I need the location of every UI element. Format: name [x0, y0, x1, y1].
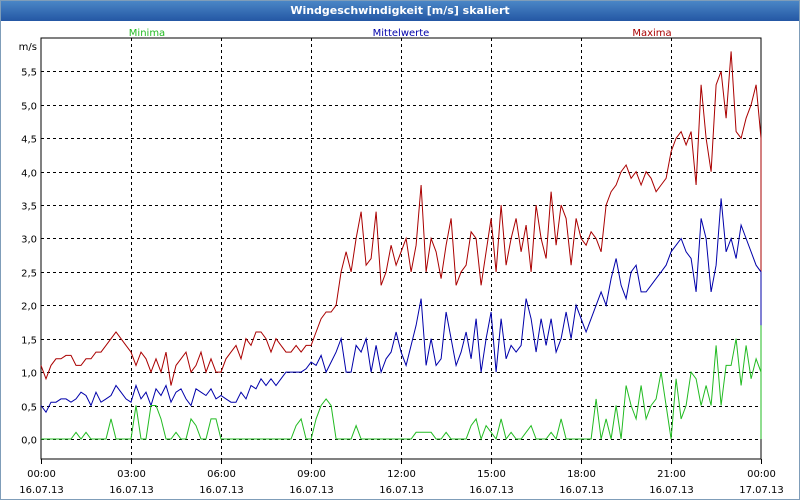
x-tick-label-date: 16.07.13 — [19, 485, 64, 496]
x-tick-label-time: 06:00 — [207, 469, 236, 480]
y-tick-label: 1,5 — [21, 336, 37, 347]
y-tick-label: 5,0 — [21, 102, 37, 113]
series-lines — [40, 51, 762, 441]
x-tick-label-date: 16.07.13 — [199, 485, 244, 496]
window-title: Windgeschwindigkeit [m/s] skaliert — [1, 1, 799, 21]
x-tick-label-date: 16.07.13 — [109, 485, 154, 496]
y-tick-label: 0,0 — [21, 436, 37, 447]
x-tick-label-time: 03:00 — [117, 469, 146, 480]
x-tick-label-time: 15:00 — [477, 469, 506, 480]
y-tick-label: 2,0 — [21, 302, 37, 313]
x-tick-label-date: 16.07.13 — [469, 485, 514, 496]
axes: 0,0 0,5 1,0 1,5 2,0 2,5 3,0 3,5 4,0 4,5 5,0 5,5 m/s 0… — [19, 37, 784, 496]
x-tick-label-time: 00:00 — [747, 469, 776, 480]
y-tick-label: 3,0 — [21, 235, 37, 246]
y-tick-label: 2,5 — [21, 269, 37, 280]
x-tick-label-date: 16.07.13 — [289, 485, 334, 496]
series-line-maxima — [40, 51, 762, 386]
legend-item-minima: Minima — [129, 28, 165, 39]
y-tick-label: 4,5 — [21, 135, 37, 146]
y-tick-label: 1,0 — [21, 369, 37, 380]
legend: Maxima Mittelwerte Minima — [129, 28, 672, 39]
grid — [41, 38, 761, 459]
legend-item-maxima: Maxima — [632, 28, 671, 39]
x-tick-label-date: 16.07.13 — [649, 485, 694, 496]
x-tick-label-date: 17.07.13 — [739, 485, 784, 496]
series-line-minima — [41, 325, 762, 441]
y-tick-label: 4,0 — [21, 169, 37, 180]
x-tick-label-time: 18:00 — [567, 469, 596, 480]
legend-item-mittelwerte: Mittelwerte — [373, 28, 430, 39]
x-tick-label-time: 21:00 — [657, 469, 686, 480]
x-tick-label-time: 12:00 — [387, 469, 416, 480]
y-tick-label: 5,5 — [21, 68, 37, 79]
x-tick-label-time: 00:00 — [27, 469, 56, 480]
y-tick-label: 0,5 — [21, 403, 37, 414]
x-tick-label-time: 09:00 — [297, 469, 326, 480]
y-axis-unit-label: m/s — [19, 42, 37, 53]
x-tick-label-date: 16.07.13 — [559, 485, 604, 496]
series-line-mittelwerte — [40, 198, 762, 414]
chart-canvas: 0,0 0,5 1,0 1,5 2,0 2,5 3,0 3,5 4,0 4,5 5,0 5,5 m/s 0… — [19, 28, 784, 496]
x-tick-label-date: 16.07.13 — [379, 485, 424, 496]
y-tick-label: 3,5 — [21, 202, 37, 213]
